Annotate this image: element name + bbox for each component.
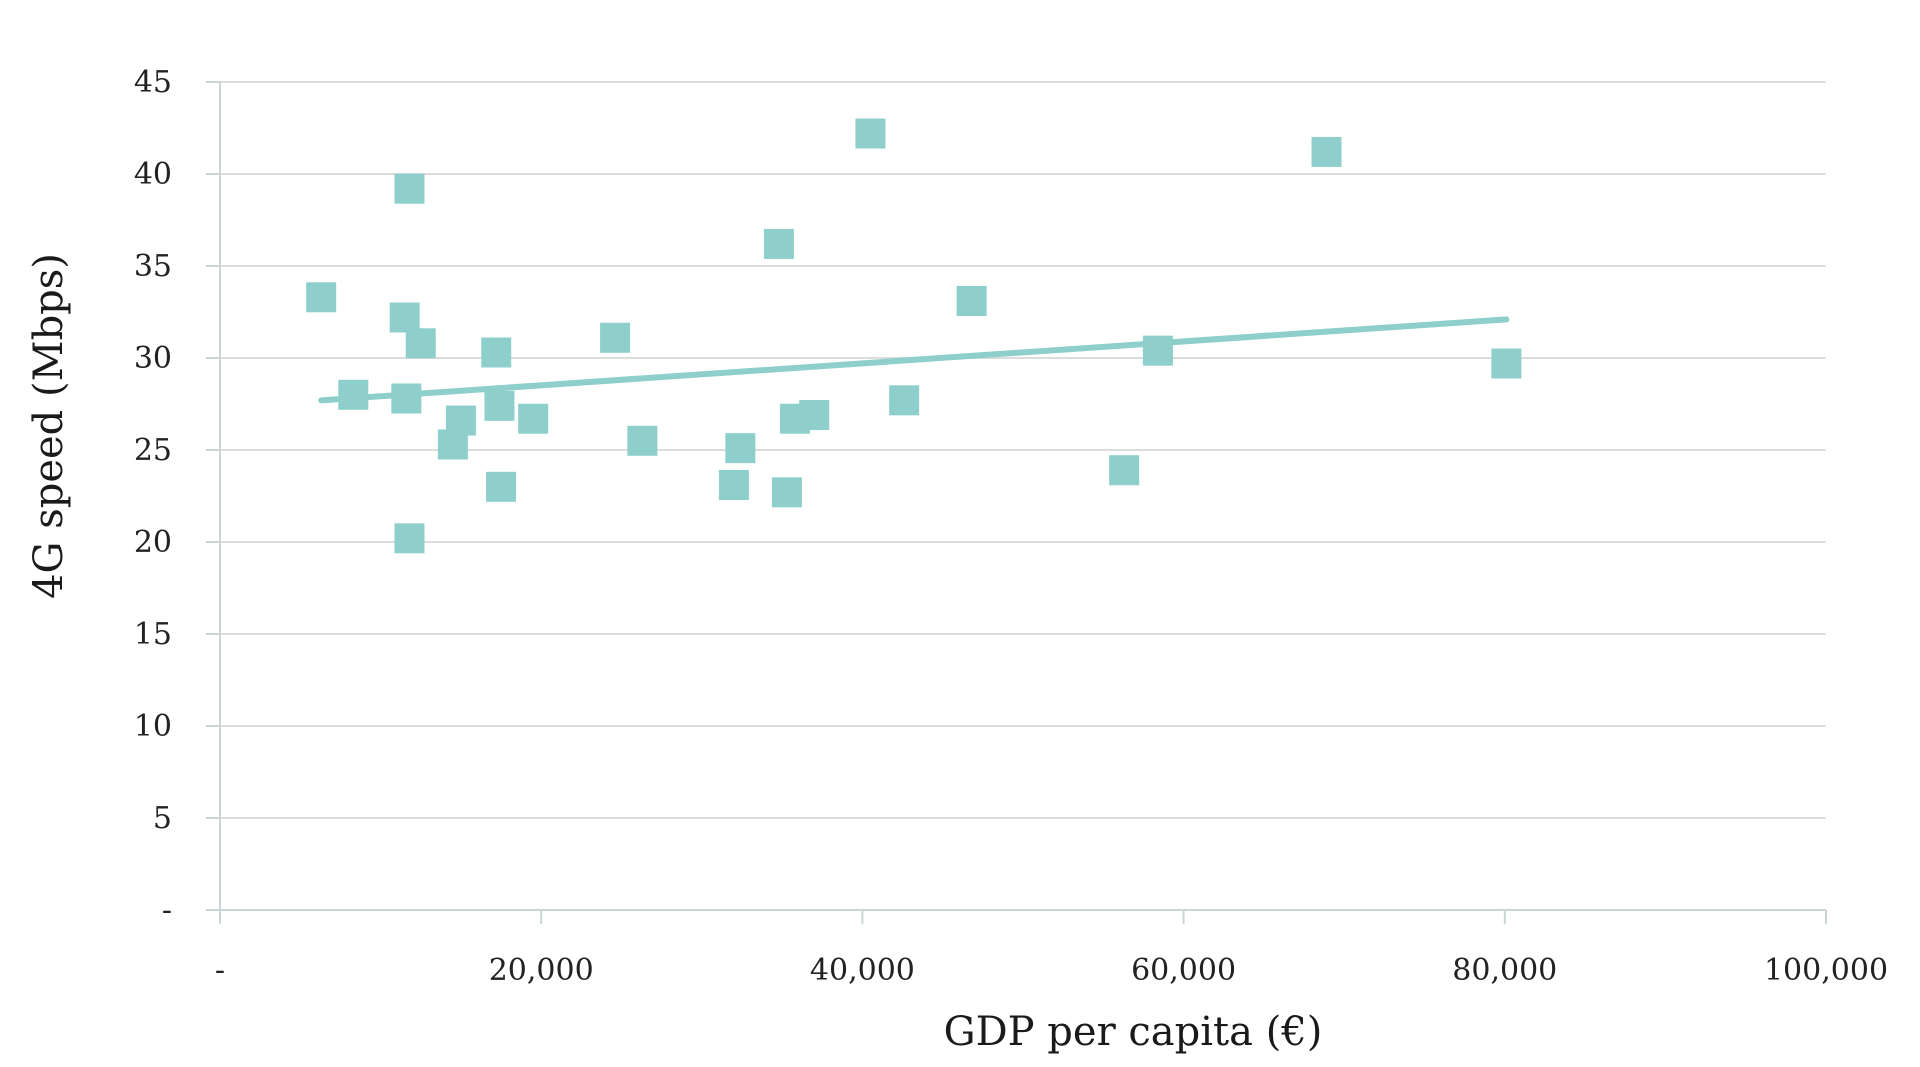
data-point [600,322,631,353]
data-point [956,285,987,316]
data-point [389,302,420,333]
data-point [405,328,436,359]
y-tick-label: 10 [134,709,172,744]
data-points [306,118,1522,554]
data-point [394,173,425,204]
data-point [1311,136,1342,167]
x-tick-label: 80,000 [1452,953,1557,988]
x-axis-ticks: - 20,000 40,000 60,000 80,000 100,000 [215,910,1888,988]
y-axis-ticks: - 5 10 15 20 25 30 35 40 45 [134,65,220,928]
data-point [718,469,749,500]
data-point [1109,455,1140,486]
data-point [394,523,425,554]
data-point [391,383,422,414]
y-tick-label: - [162,893,172,928]
data-point [725,433,756,464]
y-axis-title: 4G speed (Mbps) [26,253,72,599]
data-point [799,400,830,431]
data-point [481,337,512,368]
data-point [771,477,802,508]
data-point [518,403,549,434]
x-axis-title: GDP per capita (€) [944,1009,1323,1055]
y-tick-label: 15 [134,617,172,652]
x-tick-label: 20,000 [489,953,594,988]
y-tick-label: 45 [134,65,172,100]
data-point [855,118,886,149]
y-tick-label: 25 [134,433,172,468]
x-tick-label: - [215,953,225,988]
trendline [318,316,1510,404]
data-point [486,471,517,502]
data-point [763,228,794,259]
data-point [889,385,920,416]
data-point [627,425,658,456]
y-tick-label: 40 [134,157,172,192]
y-tick-label: 5 [153,801,172,836]
data-point [484,390,515,421]
y-tick-label: 30 [134,341,172,376]
data-point [1491,348,1522,379]
y-tick-label: 20 [134,525,172,560]
x-tick-label: 40,000 [810,953,915,988]
data-point [445,405,476,436]
data-point [306,282,337,313]
x-tick-label: 60,000 [1131,953,1236,988]
y-tick-label: 35 [134,249,172,284]
x-tick-label: 100,000 [1764,953,1888,988]
